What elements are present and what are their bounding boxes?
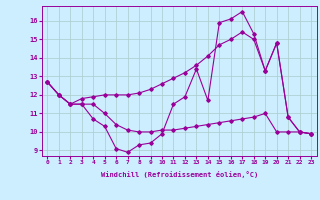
X-axis label: Windchill (Refroidissement éolien,°C): Windchill (Refroidissement éolien,°C) [100,171,258,178]
